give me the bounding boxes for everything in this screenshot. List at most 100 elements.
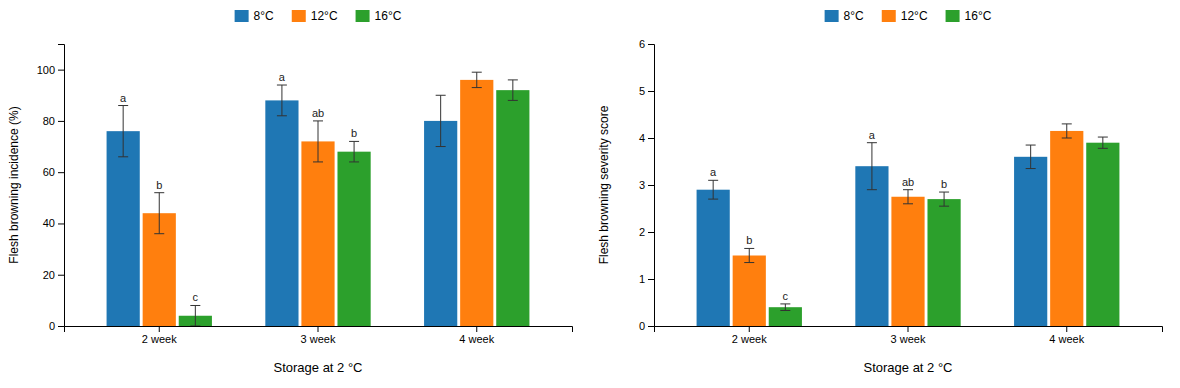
tick-mark — [1066, 326, 1067, 332]
error-bar — [118, 106, 128, 157]
tick-mark — [58, 70, 64, 71]
x-axis-title: Storage at 2 °C — [863, 360, 952, 375]
error-bar — [1062, 124, 1072, 138]
error-bar — [277, 85, 287, 116]
tick: 20 — [43, 269, 64, 281]
significance-letter: a — [279, 71, 286, 83]
axis-line — [655, 327, 1163, 333]
legend-item: 8°C — [825, 9, 864, 23]
error-bar — [1026, 145, 1036, 169]
bar — [1014, 157, 1047, 326]
significance-letter: a — [869, 129, 876, 141]
tick-mark — [58, 121, 64, 122]
tick-mark — [648, 326, 654, 327]
series — [179, 80, 530, 326]
tick-label: 2 — [639, 226, 645, 238]
significance-letter: b — [941, 178, 947, 190]
tick: 3 — [639, 179, 654, 191]
tick-label: 60 — [43, 166, 55, 178]
legend: 8°C 12°C 16°C — [235, 9, 402, 23]
tick: 80 — [43, 115, 64, 127]
tick-mark — [749, 326, 750, 332]
significance-letter: b — [746, 234, 752, 246]
legend-swatch — [292, 10, 306, 22]
legend-item: 12°C — [292, 9, 338, 23]
error-bar — [1098, 137, 1108, 148]
tick: 0 — [639, 320, 654, 332]
tick-label: 6 — [639, 38, 645, 50]
legend-swatch — [946, 10, 960, 22]
y-axis: 0123456 — [639, 38, 655, 332]
series — [697, 143, 1048, 326]
bar — [301, 141, 334, 326]
legend-item: 16°C — [946, 9, 992, 23]
tick: 2 week — [732, 326, 767, 345]
axis-line — [65, 327, 573, 333]
x-axis: 2 week 3 week 4 week — [655, 326, 1163, 345]
tick: 0 — [49, 320, 64, 332]
axis-line — [648, 45, 655, 327]
significance-letter: c — [783, 290, 789, 302]
y-axis-title: Flesh browning incidence (%) — [7, 106, 21, 263]
series — [107, 85, 458, 326]
bar — [1050, 131, 1083, 326]
error-bar — [780, 304, 790, 311]
tick-mark — [58, 172, 64, 173]
legend-label: 16°C — [965, 9, 992, 23]
y-axis: 020406080100 — [37, 45, 65, 333]
tick-label: 100 — [37, 64, 55, 76]
legend-swatch — [356, 10, 370, 22]
legend-item: 8°C — [235, 9, 274, 23]
error-bar — [867, 143, 877, 190]
tick-mark — [58, 326, 64, 327]
significance-letter: a — [710, 166, 717, 178]
tick: 4 week — [459, 326, 494, 345]
tick: 100 — [37, 64, 64, 76]
x-axis: 2 week3 week4 week — [65, 326, 573, 345]
tick-mark — [908, 326, 909, 332]
legend-label: 8°C — [254, 9, 274, 23]
tick: 4 week — [1049, 326, 1084, 345]
letters: aababcb — [120, 71, 357, 303]
tick-mark — [58, 223, 64, 224]
series — [769, 137, 1120, 326]
tick: 60 — [43, 166, 64, 178]
bar — [107, 131, 140, 326]
error-bar — [190, 305, 200, 326]
significance-letter: ab — [312, 107, 324, 119]
bar — [460, 80, 493, 326]
error-bar — [472, 72, 482, 87]
significance-letter: a — [120, 92, 127, 104]
x-axis-title: Storage at 2 °C — [273, 360, 362, 375]
tick-label: 3 week — [891, 333, 926, 345]
significance-letter: b — [156, 179, 162, 191]
series — [733, 124, 1084, 326]
panel: 01234562 week3 week4 weekaababcbFlesh br… — [597, 9, 1163, 375]
tick: 1 — [639, 273, 654, 285]
error-bar — [744, 248, 754, 262]
plot-area — [107, 72, 530, 326]
axis-line — [58, 45, 65, 327]
tick-label: 0 — [49, 320, 55, 332]
legend-label: 16°C — [375, 9, 402, 23]
tick-mark — [648, 232, 654, 233]
tick-mark — [648, 91, 654, 92]
tick-label: 80 — [43, 115, 55, 127]
error-bar — [436, 95, 446, 146]
tick: 3 week — [891, 326, 926, 345]
tick-mark — [648, 185, 654, 186]
bar — [733, 256, 766, 327]
tick-label: 4 week — [459, 333, 494, 345]
error-bar — [939, 192, 949, 206]
plot-area — [697, 124, 1120, 326]
tick: 4 — [639, 132, 654, 144]
significance-letter: ab — [902, 176, 914, 188]
tick: 6 — [639, 38, 654, 50]
tick-mark — [318, 326, 319, 332]
bar — [496, 90, 529, 326]
legend-item: 16°C — [356, 9, 402, 23]
tick-label: 0 — [639, 320, 645, 332]
legend: 8°C12°C16°C — [825, 9, 992, 23]
tick-mark — [648, 44, 654, 45]
legend-swatch — [882, 10, 896, 22]
